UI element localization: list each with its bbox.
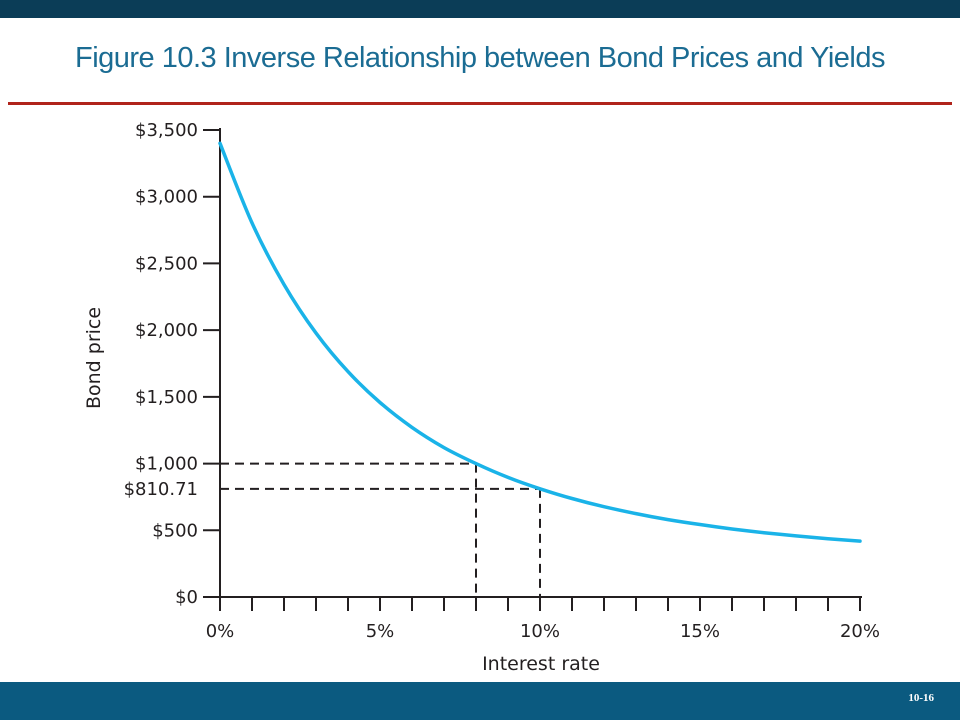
annotation-label: $810.71 xyxy=(124,479,198,500)
top-bar xyxy=(0,0,960,18)
chart-axes xyxy=(203,128,862,611)
y-tick-label: $3,000 xyxy=(135,187,198,208)
title-rule xyxy=(8,102,952,105)
x-tick-label: 20% xyxy=(840,621,880,642)
y-tick-label: $0 xyxy=(175,587,198,608)
bond-price-chart: $0 $500 $1,000 $1,500 $2,000 $2,500 $3,000 $3,5… xyxy=(83,120,880,675)
y-tick-label: $1,500 xyxy=(135,387,198,408)
y-tick-label: $1,000 xyxy=(135,454,198,475)
x-tick-label: 0% xyxy=(206,621,235,642)
y-tick-label: $3,500 xyxy=(135,120,198,141)
tick-labels: $0 $500 $1,000 $1,500 $2,000 $2,500 $3,000 $3,5… xyxy=(124,120,880,642)
y-tick-label: $2,500 xyxy=(135,253,198,274)
x-tick-label: 5% xyxy=(366,621,395,642)
x-axis-title: Interest rate xyxy=(482,653,600,675)
y-axis-title: Bond price xyxy=(83,307,105,409)
x-tick-label: 15% xyxy=(680,621,720,642)
bottom-bar xyxy=(0,682,960,720)
y-tick-label: $500 xyxy=(152,520,198,541)
slide-title: Figure 10.3 Inverse Relationship between… xyxy=(74,42,886,74)
bond-price-curve xyxy=(218,141,862,543)
guide-lines xyxy=(220,462,541,597)
series-layer xyxy=(218,141,862,543)
slide-number: 10-16 xyxy=(908,692,934,704)
y-tick-label: $2,000 xyxy=(135,320,198,341)
x-tick-label: 10% xyxy=(520,621,560,642)
